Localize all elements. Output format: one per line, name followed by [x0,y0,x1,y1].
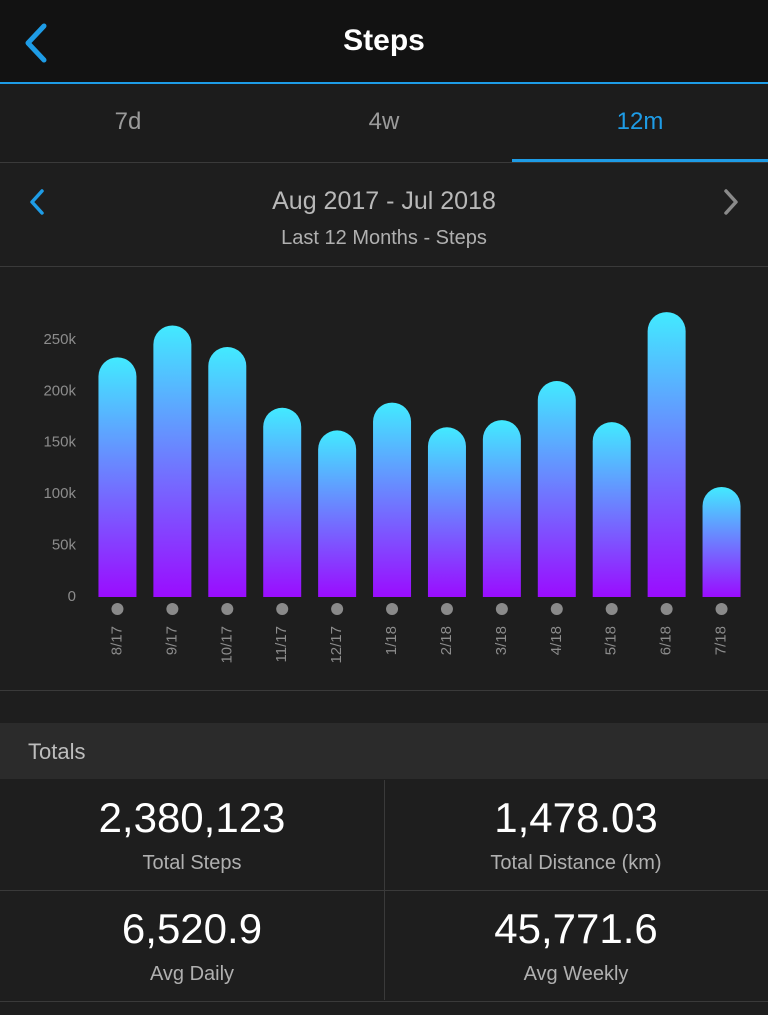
point-marker [276,603,289,615]
x-tick-label: 6/18 [658,626,675,655]
x-tick-label: 8/17 [108,626,125,655]
bar [318,430,357,597]
bar [153,325,192,597]
bar [702,486,741,597]
bar [208,347,247,597]
x-tick-label: 1/18 [383,626,400,655]
x-tick-label: 7/18 [713,626,730,655]
divider [0,690,768,691]
stat-value: 6,520.9 [121,905,263,952]
totals-title: Totals [28,739,86,764]
stat: 2,380,123 Total Steps [0,780,384,891]
stat-label: Total Steps [142,852,242,874]
range-subtitle: Last 12 Months - Steps [281,227,487,249]
y-tick-label: 200k [43,382,76,399]
point-marker [111,603,124,615]
bar [98,357,137,597]
bar [263,407,302,597]
point-marker [715,603,728,615]
stat-value: 2,380,123 [98,794,286,841]
chart: 0 50k 100k 150k 200k 250k 8/17 9/17 10/17 11/17 12… [43,312,741,664]
point-marker [440,603,453,615]
range-title: Aug 2017 - Jul 2018 [272,187,496,215]
prev-button[interactable] [26,187,50,217]
x-tick-label: 12/17 [328,626,345,664]
point-marker [331,603,344,615]
stat: 45,771.6 Avg Weekly [384,891,768,1002]
point-marker [605,603,618,615]
x-tick-label: 2/18 [438,626,455,655]
next-button[interactable] [718,187,742,217]
y-tick-label: 150k [43,434,76,451]
point-marker [495,603,508,615]
range: Aug 2017 - Jul 2018 Last 12 Months - Ste… [0,163,768,267]
y-tick-label: 50k [52,537,77,554]
header: Steps [0,0,768,84]
point-marker [550,603,563,615]
point-marker [386,603,399,615]
x-tick-label: 11/17 [273,626,290,662]
x-tick-label: 3/18 [493,626,510,655]
divider [384,780,385,1000]
stat: 1,478.03 Total Distance (km) [384,780,768,891]
x-tick-label: 10/17 [218,626,235,664]
point-marker [221,603,234,615]
tab[interactable]: 4w [368,108,400,135]
tab[interactable]: 12m [616,108,664,135]
stat-label: Avg Weekly [523,963,629,985]
point-marker [166,603,179,615]
tabs: 7d 4w 12m [0,84,768,163]
stat-label: Total Distance (km) [490,852,662,874]
bar [592,422,631,597]
bar [647,312,686,597]
tab[interactable]: 7d [114,108,142,135]
bar [373,402,412,597]
y-tick-label: 0 [68,588,76,605]
tab-indicator [512,159,768,162]
bar [482,420,521,597]
x-tick-label: 9/17 [163,626,180,655]
totals-header: Totals [0,723,768,779]
point-marker [660,603,673,615]
bar [427,427,466,597]
bar [537,381,576,597]
stat-value: 45,771.6 [494,905,658,952]
x-tick-label: 4/18 [548,626,565,655]
y-tick-label: 100k [43,485,76,502]
back-button[interactable] [18,18,58,68]
x-tick-label: 5/18 [603,626,620,655]
y-tick-label: 250k [43,331,76,348]
header-title: Steps [343,24,425,57]
stat-value: 1,478.03 [494,794,658,841]
stat-label: Avg Daily [149,963,235,985]
stat: 6,520.9 Avg Daily [0,891,384,1002]
